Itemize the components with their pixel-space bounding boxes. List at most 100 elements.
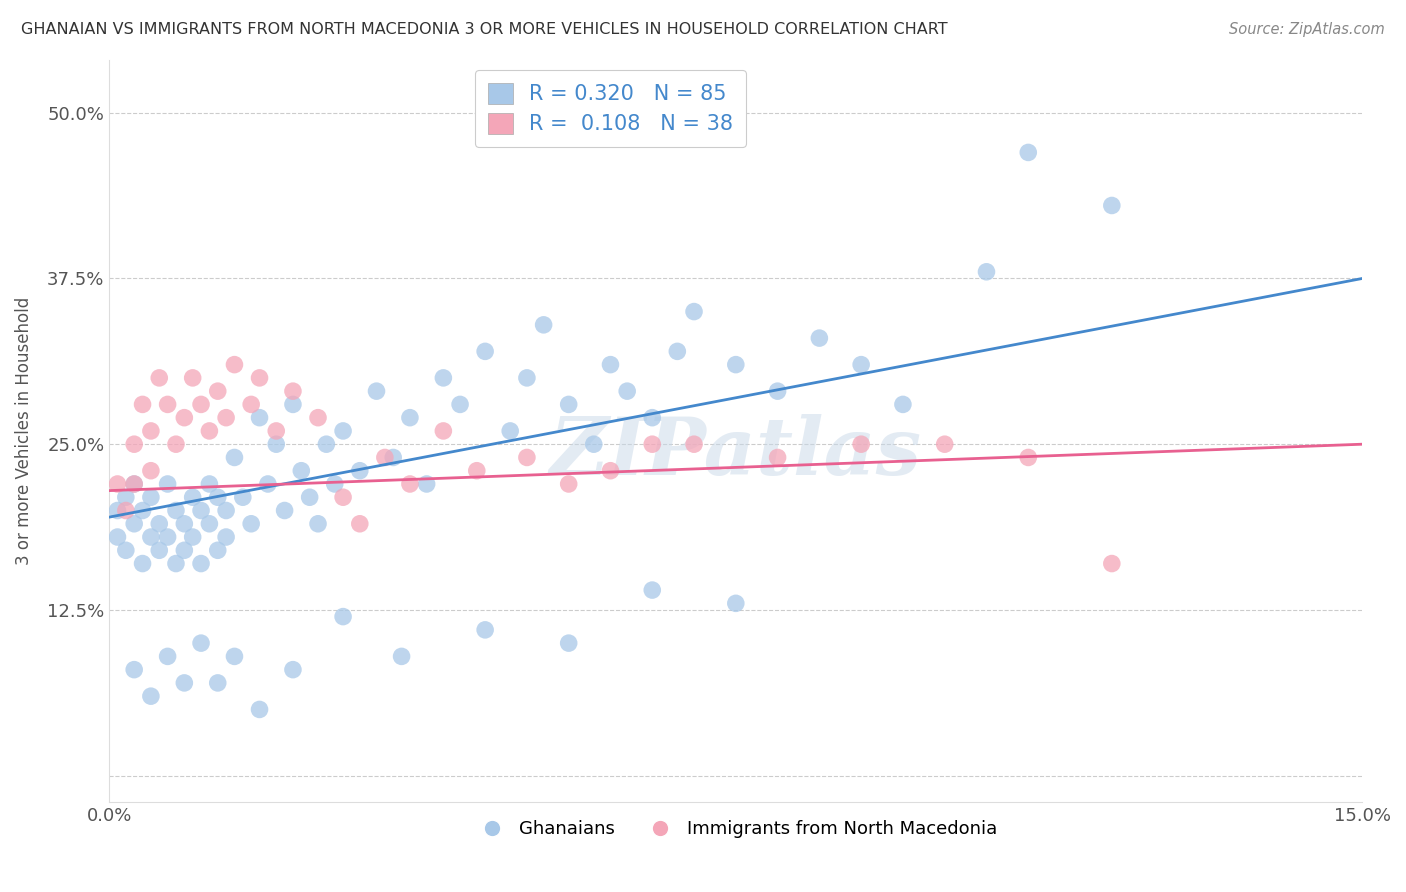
Point — [139, 424, 162, 438]
Point — [240, 397, 263, 411]
Point — [332, 609, 354, 624]
Point — [683, 304, 706, 318]
Point — [374, 450, 396, 465]
Point — [122, 437, 145, 451]
Point — [766, 450, 789, 465]
Point — [849, 358, 872, 372]
Point — [215, 410, 238, 425]
Point — [249, 371, 271, 385]
Point — [516, 371, 538, 385]
Text: ZIPatlas: ZIPatlas — [550, 415, 922, 492]
Point — [190, 557, 212, 571]
Point — [281, 397, 304, 411]
Point — [131, 503, 153, 517]
Point — [349, 516, 371, 531]
Point — [139, 490, 162, 504]
Point — [148, 543, 170, 558]
Point — [474, 623, 496, 637]
Point — [165, 437, 187, 451]
Point — [232, 490, 254, 504]
Point — [666, 344, 689, 359]
Point — [1101, 198, 1123, 212]
Point — [114, 503, 136, 517]
Point — [249, 410, 271, 425]
Point — [215, 530, 238, 544]
Point — [173, 676, 195, 690]
Point — [557, 477, 579, 491]
Point — [641, 410, 664, 425]
Point — [298, 490, 321, 504]
Point — [114, 543, 136, 558]
Point — [257, 477, 280, 491]
Point — [415, 477, 437, 491]
Point — [557, 636, 579, 650]
Point — [724, 596, 747, 610]
Point — [107, 503, 129, 517]
Point — [465, 464, 488, 478]
Point — [474, 344, 496, 359]
Point — [224, 358, 246, 372]
Point — [432, 424, 454, 438]
Point — [557, 397, 579, 411]
Point — [366, 384, 388, 399]
Legend: Ghanaians, Immigrants from North Macedonia: Ghanaians, Immigrants from North Macedon… — [467, 813, 1005, 846]
Point — [207, 384, 229, 399]
Point — [599, 358, 621, 372]
Point — [891, 397, 914, 411]
Point — [616, 384, 638, 399]
Point — [399, 410, 422, 425]
Point — [349, 464, 371, 478]
Point — [641, 583, 664, 598]
Point — [399, 477, 422, 491]
Point — [683, 437, 706, 451]
Point — [207, 543, 229, 558]
Point — [724, 358, 747, 372]
Point — [1017, 145, 1039, 160]
Point — [156, 530, 179, 544]
Point — [181, 371, 204, 385]
Point — [766, 384, 789, 399]
Point — [273, 503, 295, 517]
Point — [122, 516, 145, 531]
Text: Source: ZipAtlas.com: Source: ZipAtlas.com — [1229, 22, 1385, 37]
Y-axis label: 3 or more Vehicles in Household: 3 or more Vehicles in Household — [15, 297, 32, 565]
Point — [290, 464, 312, 478]
Point — [215, 503, 238, 517]
Point — [173, 410, 195, 425]
Point — [499, 424, 522, 438]
Point — [934, 437, 956, 451]
Point — [307, 516, 329, 531]
Point — [533, 318, 555, 332]
Point — [148, 371, 170, 385]
Point — [849, 437, 872, 451]
Point — [139, 530, 162, 544]
Point — [382, 450, 405, 465]
Point — [181, 530, 204, 544]
Text: GHANAIAN VS IMMIGRANTS FROM NORTH MACEDONIA 3 OR MORE VEHICLES IN HOUSEHOLD CORR: GHANAIAN VS IMMIGRANTS FROM NORTH MACEDO… — [21, 22, 948, 37]
Point — [165, 503, 187, 517]
Point — [131, 397, 153, 411]
Point — [139, 689, 162, 703]
Point — [1017, 450, 1039, 465]
Point — [156, 397, 179, 411]
Point — [224, 450, 246, 465]
Point — [190, 503, 212, 517]
Point — [641, 437, 664, 451]
Point — [131, 557, 153, 571]
Point — [1101, 557, 1123, 571]
Point — [122, 477, 145, 491]
Point — [281, 663, 304, 677]
Point — [432, 371, 454, 385]
Point — [114, 490, 136, 504]
Point — [599, 464, 621, 478]
Point — [976, 265, 998, 279]
Point — [264, 437, 287, 451]
Point — [198, 516, 221, 531]
Point — [148, 516, 170, 531]
Point — [107, 530, 129, 544]
Point — [315, 437, 337, 451]
Point — [190, 636, 212, 650]
Point — [808, 331, 831, 345]
Point — [391, 649, 413, 664]
Point — [107, 477, 129, 491]
